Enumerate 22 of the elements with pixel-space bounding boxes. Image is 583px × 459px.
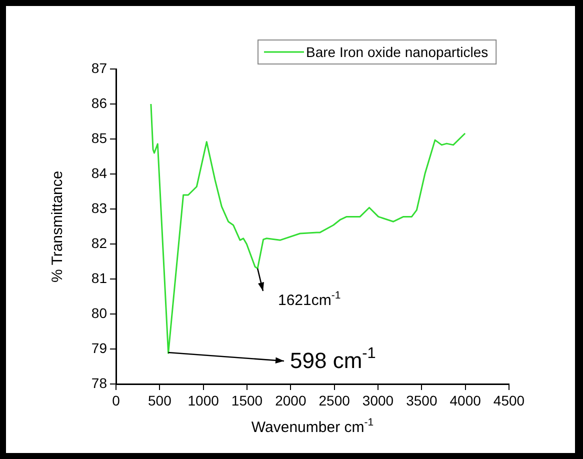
- x-tick-label: 1500: [231, 392, 263, 408]
- y-tick-label: 78: [91, 374, 108, 391]
- y-tick-label: 83: [91, 200, 108, 216]
- y-tick-label: 86: [91, 94, 108, 111]
- legend-label: Bare Iron oxide nanoparticles: [306, 44, 488, 60]
- x-tick-label: 0: [112, 392, 120, 408]
- x-tick-label: 4000: [450, 392, 482, 408]
- x-tick-label: 2000: [275, 392, 306, 408]
- x-tick-label: 3000: [362, 392, 394, 408]
- x-tick-label: 1000: [188, 392, 220, 408]
- y-tick-label: 82: [91, 234, 108, 251]
- y-tick-label: 84: [91, 164, 108, 181]
- y-axis-title: % Transmittance: [49, 170, 66, 282]
- y-tick-label: 80: [91, 304, 108, 321]
- x-tick-label: 4500: [493, 392, 525, 408]
- x-tick-label: 500: [148, 392, 172, 408]
- x-tick-label: 3500: [406, 392, 438, 408]
- y-tick-label: 87: [91, 60, 108, 76]
- x-tick-label: 2500: [318, 392, 350, 408]
- y-tick-label: 85: [91, 130, 108, 146]
- y-tick-label: 81: [91, 270, 108, 286]
- y-tick-label: 79: [91, 340, 108, 356]
